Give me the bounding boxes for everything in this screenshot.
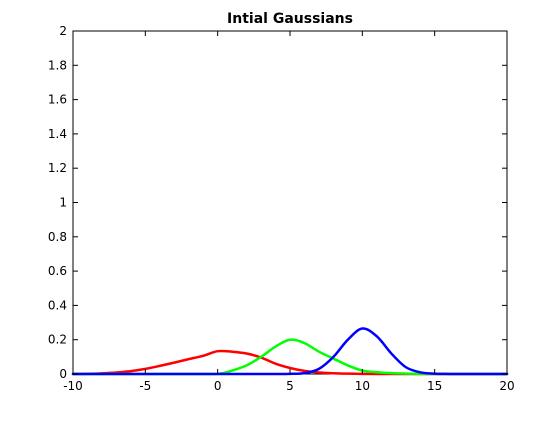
y-tick-label: 1.4 bbox=[48, 127, 67, 141]
x-tick-label: -10 bbox=[63, 379, 83, 393]
y-tick-label: 0.8 bbox=[48, 230, 67, 244]
chart-title: Intial Gaussians bbox=[227, 11, 353, 27]
y-tick-label: 0 bbox=[59, 367, 67, 381]
x-tick-label: 0 bbox=[214, 379, 222, 393]
x-axis: -10 -5 0 5 10 15 20 bbox=[63, 31, 515, 393]
y-tick-label: 1.8 bbox=[48, 58, 67, 72]
plot-area bbox=[72, 30, 508, 375]
y-tick-label: 0.2 bbox=[48, 333, 67, 347]
x-tick-label: 5 bbox=[286, 379, 294, 393]
y-axis: 0 0.2 0.4 0.6 0.8 1 1.2 1.4 1.6 1.8 2 bbox=[48, 24, 507, 381]
y-tick-label: 0.4 bbox=[48, 298, 67, 312]
y-tick-label: 2 bbox=[59, 24, 67, 38]
x-tick-label: -5 bbox=[139, 379, 151, 393]
y-tick-label: 1.2 bbox=[48, 161, 67, 175]
y-tick-label: 1 bbox=[59, 196, 67, 210]
x-tick-label: 15 bbox=[427, 379, 442, 393]
y-tick-label: 0.6 bbox=[48, 264, 67, 278]
series-line-3 bbox=[71, 327, 509, 376]
y-tick-label: 1.6 bbox=[48, 93, 67, 107]
x-tick-label: 10 bbox=[355, 379, 370, 393]
x-tick-label: 20 bbox=[499, 379, 514, 393]
